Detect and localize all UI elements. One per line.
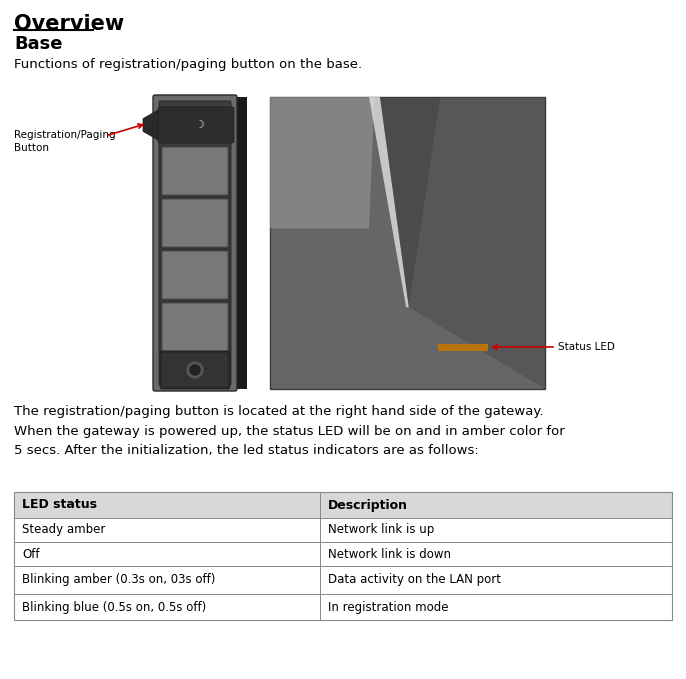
Text: Steady amber: Steady amber	[22, 524, 106, 536]
FancyBboxPatch shape	[158, 107, 234, 143]
FancyBboxPatch shape	[163, 200, 227, 246]
Text: Base: Base	[14, 35, 62, 53]
Bar	[438, 344, 488, 351]
Polygon shape	[409, 97, 545, 389]
Text: Network link is up: Network link is up	[328, 524, 434, 536]
FancyBboxPatch shape	[163, 354, 227, 386]
Text: LED status: LED status	[22, 498, 97, 511]
Text: Registration/Paging
Button: Registration/Paging Button	[14, 130, 116, 153]
FancyBboxPatch shape	[161, 250, 229, 300]
Text: Blinking amber (0.3s on, 03s off): Blinking amber (0.3s on, 03s off)	[22, 574, 215, 587]
FancyBboxPatch shape	[163, 148, 227, 194]
Text: The registration/paging button is located at the right hand side of the gateway.: The registration/paging button is locate…	[14, 405, 565, 457]
FancyBboxPatch shape	[153, 95, 237, 391]
FancyBboxPatch shape	[163, 304, 227, 350]
FancyBboxPatch shape	[159, 101, 231, 385]
Circle shape	[190, 365, 200, 375]
Text: Blinking blue (0.5s on, 0.5s off): Blinking blue (0.5s on, 0.5s off)	[22, 600, 206, 614]
Text: Functions of registration/paging button on the base.: Functions of registration/paging button …	[14, 58, 362, 71]
Polygon shape	[369, 97, 409, 307]
FancyBboxPatch shape	[160, 351, 230, 389]
Polygon shape	[380, 97, 440, 307]
Text: Overview: Overview	[14, 14, 124, 34]
Polygon shape	[270, 97, 375, 228]
Text: Data activity on the LAN port: Data activity on the LAN port	[328, 574, 501, 587]
Circle shape	[187, 362, 203, 378]
Text: Off: Off	[22, 547, 40, 560]
FancyBboxPatch shape	[161, 302, 229, 352]
Text: Description: Description	[328, 498, 408, 511]
Bar	[14, 492, 672, 518]
Text: Status LED: Status LED	[558, 342, 615, 352]
Text: Network link is down: Network link is down	[328, 547, 451, 560]
Bar	[14, 492, 672, 620]
FancyBboxPatch shape	[163, 252, 227, 298]
Bar	[235, 97, 247, 389]
Text: ☽: ☽	[195, 120, 204, 130]
FancyBboxPatch shape	[161, 146, 229, 196]
Text: In registration mode: In registration mode	[328, 600, 449, 614]
Bar	[270, 97, 545, 389]
Polygon shape	[143, 109, 160, 141]
FancyBboxPatch shape	[161, 198, 229, 248]
